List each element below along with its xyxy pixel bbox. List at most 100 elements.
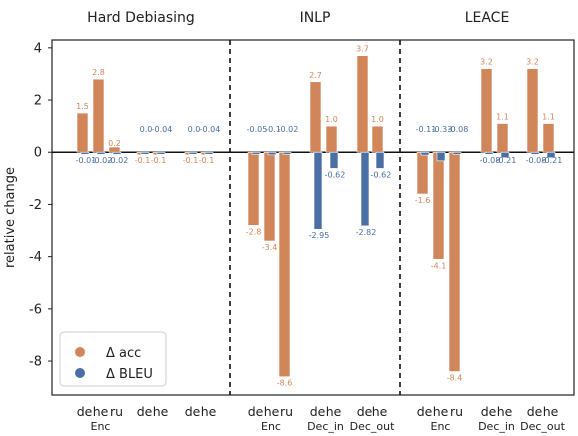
acc-data-label: 3.2 (480, 58, 493, 67)
plot-frame (51, 39, 575, 396)
bleu-bar (452, 151, 462, 155)
bleu-bar (140, 151, 150, 155)
bleu-data-label: -0.02 (108, 156, 129, 165)
legend-box (59, 331, 167, 387)
acc-data-label: -1.6 (415, 196, 431, 205)
bleu-data-label: -0.08 (526, 156, 547, 165)
y-axis-label: relative change (3, 167, 18, 268)
acc-bar (432, 151, 445, 260)
panel-title: INLP (300, 10, 331, 26)
bleu-data-label: -0.11 (416, 125, 437, 134)
acc-data-label: 2.8 (92, 68, 105, 77)
category-label: ru (280, 404, 293, 419)
bleu-bar (360, 151, 370, 227)
bleu-bar (313, 151, 323, 230)
group-label: Enc (91, 420, 111, 433)
bleu-data-label: 0.0 (188, 125, 201, 134)
acc-bar (325, 125, 338, 153)
group-label: Enc (431, 420, 451, 433)
category-label: de (77, 404, 93, 419)
bleu-data-label: -0.62 (325, 170, 346, 179)
y-tick-label: -6 (29, 302, 42, 317)
category-label: de (185, 404, 201, 419)
category-label: he (433, 404, 449, 419)
category-label: de (357, 404, 373, 419)
bleu-data-label: -0.21 (496, 156, 517, 165)
bleu-data-label: -2.95 (309, 231, 330, 240)
acc-data-label: 2.7 (309, 71, 322, 80)
acc-data-label: 0.2 (108, 139, 121, 148)
category-label: he (326, 404, 342, 419)
bleu-bar (500, 151, 510, 159)
bleu-data-label: -0.05 (247, 125, 268, 134)
category-label: de (481, 404, 497, 419)
y-tick-label: 4 (34, 41, 42, 56)
acc-data-label: -0.1 (183, 156, 199, 165)
acc-bar (416, 151, 429, 195)
bleu-bar (282, 151, 292, 155)
legend-label-acc: Δ acc (106, 346, 141, 361)
panel-title: Hard Debiasing (87, 10, 195, 26)
acc-bar (448, 151, 461, 372)
acc-bar (309, 81, 322, 153)
bleu-bar (251, 151, 261, 155)
y-tick-label: -4 (29, 250, 42, 265)
acc-bar (371, 125, 384, 153)
category-label: he (153, 404, 169, 419)
y-tick-label: -8 (29, 355, 42, 370)
acc-data-label: 1.0 (325, 115, 338, 124)
bleu-bar (420, 151, 430, 156)
acc-data-label: -8.6 (277, 379, 293, 388)
panel-title: LEACE (465, 10, 510, 26)
category-label: he (264, 404, 280, 419)
category-label: de (248, 404, 264, 419)
legend-label-bleu: Δ BLEU (106, 367, 153, 382)
acc-bar (278, 151, 291, 378)
acc-data-label: 1.1 (496, 113, 509, 122)
bleu-data-label: -0.08 (448, 125, 469, 134)
bleu-data-label: -2.82 (356, 228, 377, 237)
bleu-bar (267, 151, 277, 156)
category-label: de (310, 404, 326, 419)
acc-data-label: -8.4 (447, 374, 463, 383)
bleu-bar (188, 151, 198, 155)
acc-data-label: 3.7 (356, 45, 369, 54)
y-tick-label: -2 (29, 198, 42, 213)
category-label: he (372, 404, 388, 419)
bleu-data-label: -0.21 (542, 156, 563, 165)
acc-data-label: -2.8 (246, 227, 262, 236)
bleu-data-label: -0.62 (371, 170, 392, 179)
bleu-bar (204, 151, 214, 155)
bleu-bar (329, 151, 339, 169)
category-label: he (201, 404, 217, 419)
acc-bar (247, 151, 260, 226)
acc-bar (526, 68, 539, 153)
acc-data-label: 1.5 (76, 102, 89, 111)
bleu-bar (436, 151, 446, 162)
y-tick-label: 2 (34, 94, 42, 109)
acc-data-label: 1.1 (542, 113, 555, 122)
legend-marker-bleu (75, 368, 85, 378)
bleu-data-label: -0.08 (480, 156, 501, 165)
acc-data-label: 1.0 (371, 115, 384, 124)
acc-bar (542, 123, 555, 153)
y-tick-label: 0 (34, 146, 42, 161)
group-label: Dec_out (350, 420, 395, 433)
category-label: he (543, 404, 559, 419)
category-label: ru (450, 404, 463, 419)
group-label: Enc (261, 420, 281, 433)
category-label: de (527, 404, 543, 419)
category-label: he (497, 404, 513, 419)
acc-data-label: -0.1 (151, 156, 167, 165)
acc-bar (92, 78, 105, 153)
bleu-bar (96, 151, 106, 155)
acc-data-label: -3.4 (262, 243, 278, 252)
bleu-data-label: -0.04 (200, 125, 221, 134)
category-label: ru (110, 404, 123, 419)
category-label: de (137, 404, 153, 419)
group-label: Dec_out (520, 420, 565, 433)
bleu-bar (546, 151, 556, 159)
bleu-data-label: -0.02 (92, 156, 113, 165)
acc-data-label: -4.1 (431, 261, 447, 270)
bleu-data-label: -0.1 (265, 125, 281, 134)
